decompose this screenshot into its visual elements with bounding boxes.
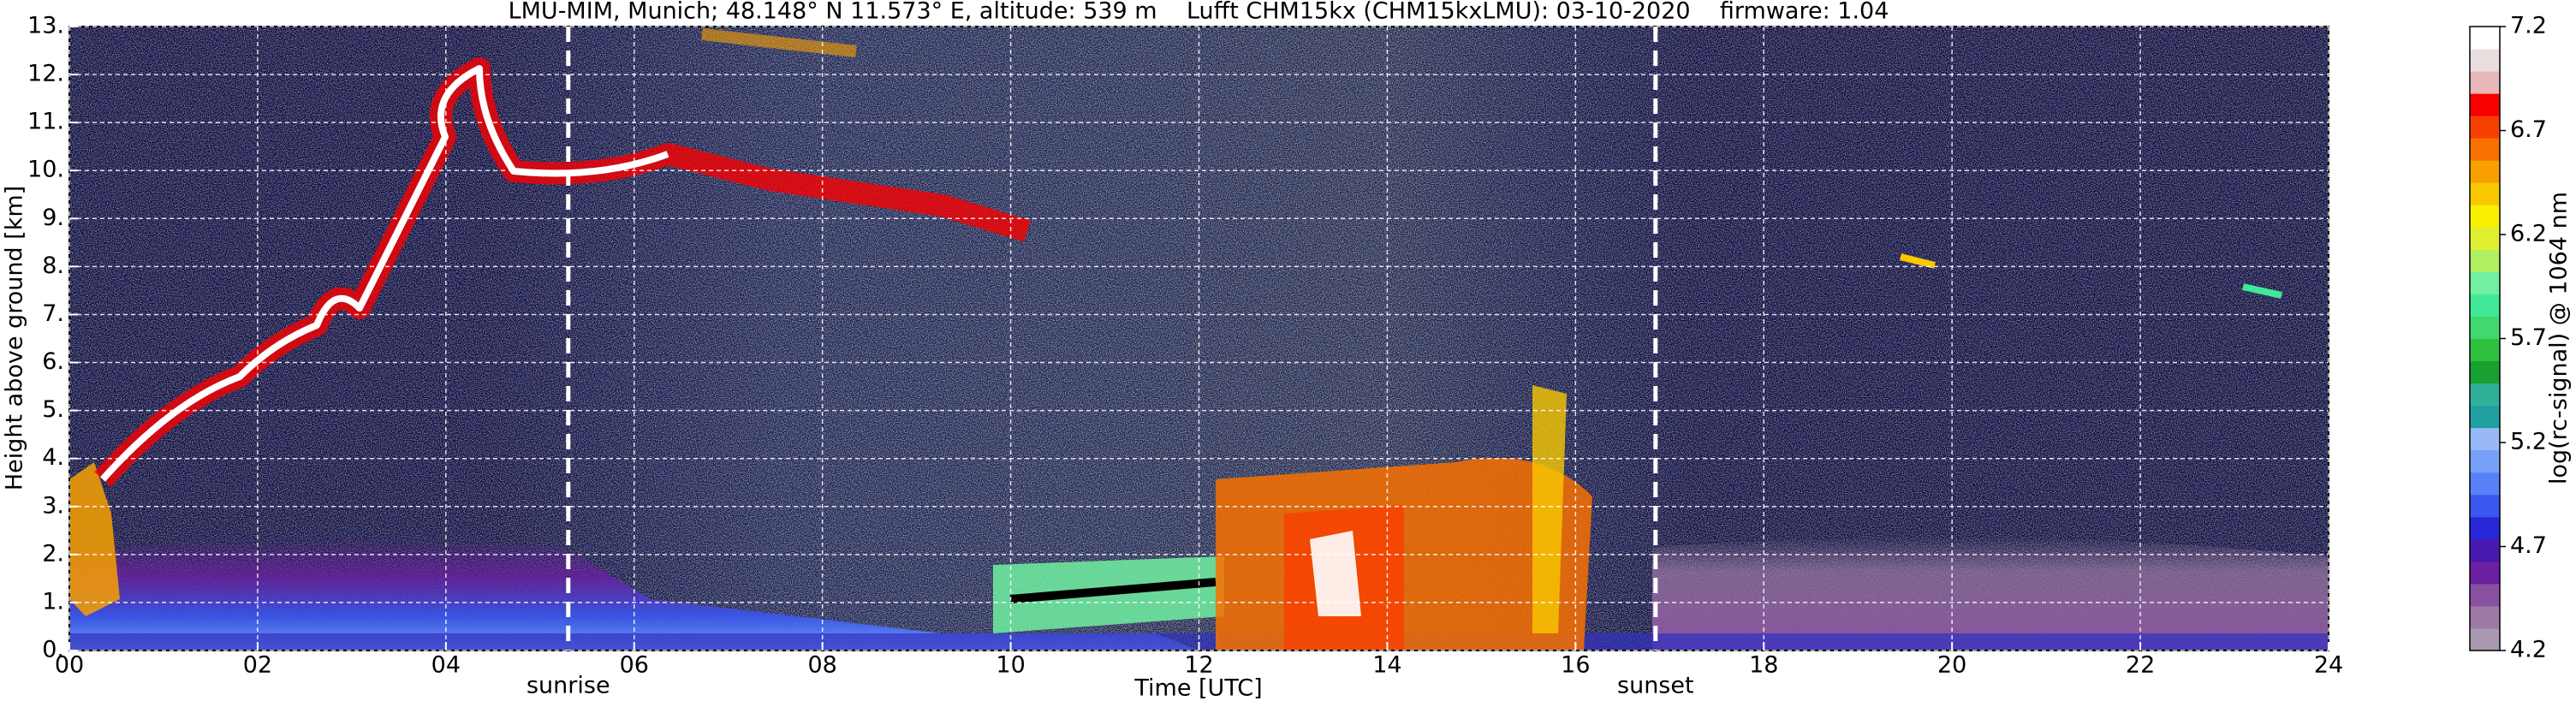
colorbar-segment (2470, 472, 2500, 496)
colorbar-segment (2470, 338, 2500, 362)
event-label: sunset (1617, 673, 1694, 699)
y-tick-label: 9. (42, 205, 64, 231)
colorbar-segment (2470, 360, 2500, 384)
x-tick-label: 08 (807, 652, 836, 679)
x-tick-label: 10 (996, 652, 1025, 679)
y-tick-label: 6. (42, 348, 64, 375)
event-label: sunrise (527, 673, 610, 699)
x-tick-label: 02 (243, 652, 272, 679)
colorbar-segment (2470, 116, 2500, 139)
colorbar-segment (2470, 71, 2500, 94)
colorbar-segment (2470, 49, 2500, 72)
y-tick-label: 3. (42, 492, 64, 519)
colorbar-segment (2470, 93, 2500, 116)
colorbar-tick-label: 7.2 (2510, 13, 2547, 39)
y-tick-label: 0. (42, 637, 64, 663)
x-tick-label: 22 (2126, 652, 2155, 679)
colorbar-segment (2470, 27, 2500, 50)
colorbar-segment (2470, 494, 2500, 518)
y-tick-label: 2. (42, 540, 64, 567)
colorbar-segment (2470, 294, 2500, 317)
y-tick-label: 12. (27, 61, 64, 87)
x-tick-label: 20 (1937, 652, 1966, 679)
x-tick-label: 00 (55, 652, 84, 679)
colorbar-tick-label: 5.2 (2510, 429, 2547, 455)
y-tick-label: 13. (27, 13, 64, 39)
x-tick-label: 06 (620, 652, 649, 679)
y-tick-label: 11. (27, 109, 64, 135)
x-axis-label: Time [UTC] (1133, 675, 1262, 702)
chart-title: LMU-MIM, Munich; 48.148° N 11.573° E, al… (509, 0, 1889, 25)
colorbar-segment (2470, 160, 2500, 183)
colorbar-segment (2470, 205, 2500, 228)
colorbar-segment (2470, 138, 2500, 161)
colorbar-segment (2470, 383, 2500, 407)
colorbar-segment (2470, 405, 2500, 429)
colorbar-segment (2470, 627, 2500, 651)
y-tick-label: 7. (42, 300, 64, 327)
colorbar-tick-label: 4.2 (2510, 637, 2547, 663)
x-tick-label: 16 (1561, 652, 1590, 679)
x-tick-label: 12 (1184, 652, 1213, 679)
x-tick-label: 18 (1749, 652, 1778, 679)
x-tick-label: 04 (431, 652, 461, 679)
colorbar-segment (2470, 449, 2500, 473)
colorbar-segment (2470, 182, 2500, 205)
colorbar-segment (2470, 227, 2500, 250)
colorbar-tick-label: 6.7 (2510, 116, 2547, 143)
colorbar-segment (2470, 271, 2500, 294)
y-tick-label: 4. (42, 444, 64, 471)
y-tick-label: 1. (42, 588, 64, 615)
x-tick-label: 14 (1372, 652, 1401, 679)
colorbar-segment (2470, 583, 2500, 607)
y-axis-label: Height above ground [km] (2, 186, 28, 490)
y-tick-label: 10. (27, 157, 64, 183)
colorbar-segment (2470, 516, 2500, 540)
y-tick-label: 8. (42, 253, 64, 279)
colorbar-segment (2470, 561, 2500, 585)
colorbar-tick-label: 5.7 (2510, 324, 2547, 351)
colorbar-segment (2470, 249, 2500, 272)
colorbar-segment (2470, 427, 2500, 451)
x-tick-label: 24 (2314, 652, 2343, 679)
colorbar-segment (2470, 605, 2500, 629)
colorbar-label: log(rc-signal) @ 1064 nm (2546, 192, 2573, 484)
y-tick-label: 5. (42, 396, 64, 423)
colorbar-tick-label: 6.2 (2510, 221, 2547, 247)
colorbar-segment (2470, 316, 2500, 339)
colorbar-segment (2470, 538, 2500, 562)
colorbar-tick-label: 4.7 (2510, 532, 2547, 559)
